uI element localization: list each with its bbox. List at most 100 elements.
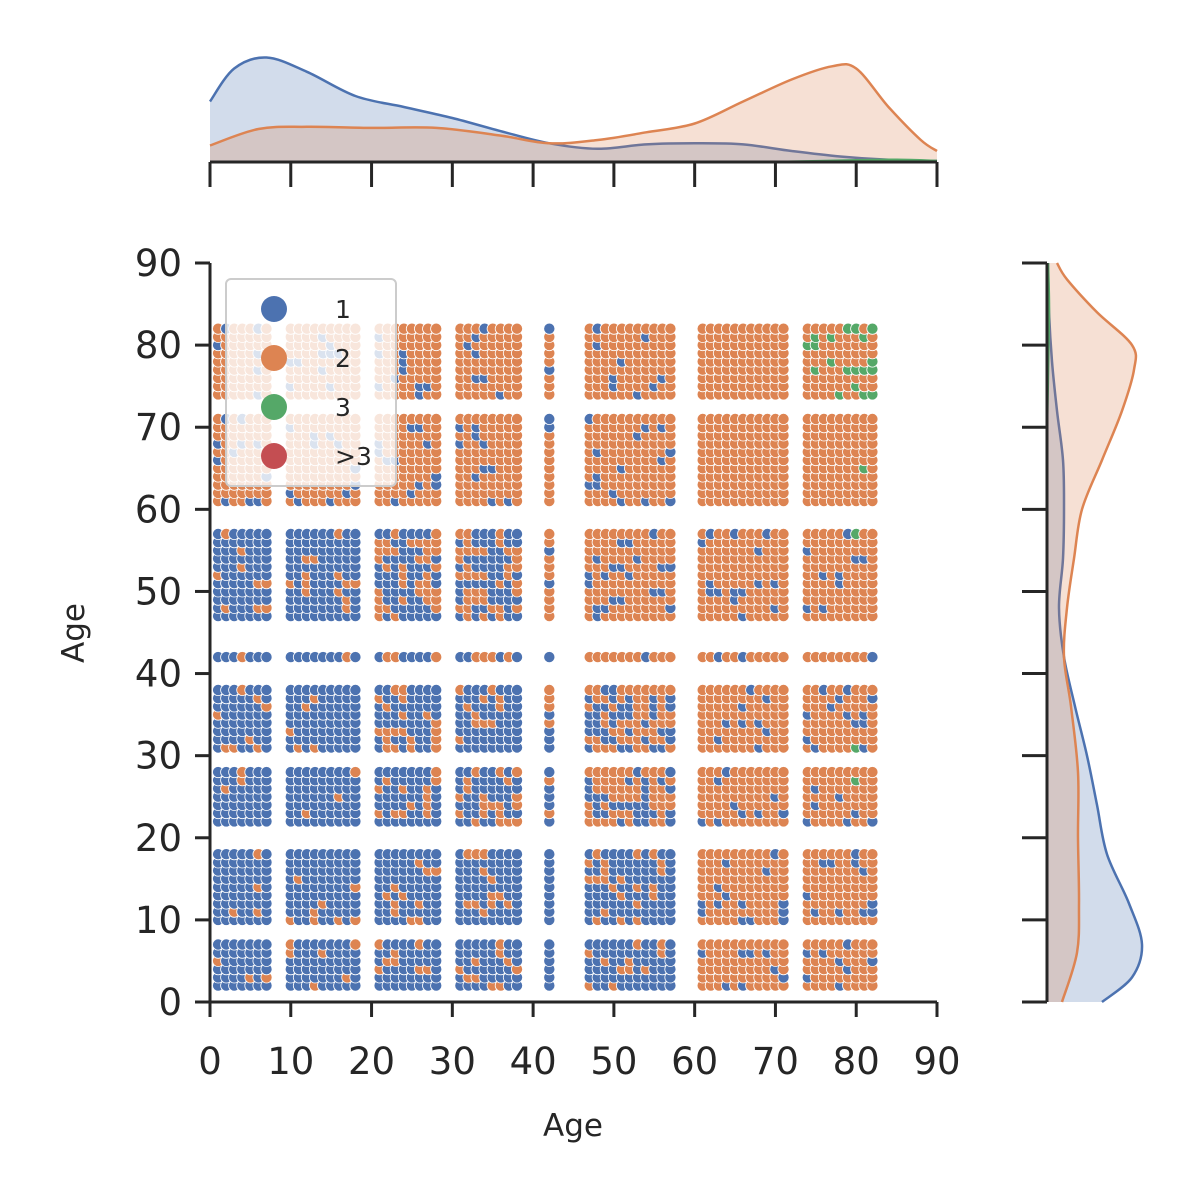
legend-label-4: >3 xyxy=(335,442,372,471)
y-tick-label: 50 xyxy=(135,570,182,613)
data-point xyxy=(664,322,677,335)
data-point xyxy=(430,938,443,951)
data-point xyxy=(260,651,273,664)
y-tick-label: 60 xyxy=(135,488,182,531)
data-point xyxy=(543,528,556,541)
scatter-points xyxy=(212,322,879,992)
data-point xyxy=(260,848,273,861)
data-point xyxy=(510,322,523,335)
y-tick-label: 30 xyxy=(135,735,182,778)
data-point xyxy=(866,528,879,541)
data-point xyxy=(349,651,362,664)
data-point xyxy=(430,412,443,425)
x-axis-label: Age xyxy=(543,1108,603,1144)
kde-x-fill-1 xyxy=(210,57,937,162)
data-point xyxy=(664,528,677,541)
data-point xyxy=(260,766,273,779)
marginal-x-kde xyxy=(208,56,938,164)
legend-marker-1 xyxy=(261,296,287,322)
data-point xyxy=(777,651,790,664)
data-point xyxy=(664,848,677,861)
data-point xyxy=(260,684,273,697)
data-point xyxy=(543,938,556,951)
data-point xyxy=(543,766,556,779)
data-point xyxy=(349,848,362,861)
data-point xyxy=(866,938,879,951)
data-point xyxy=(664,412,677,425)
legend-marker-3 xyxy=(261,394,287,420)
data-point xyxy=(510,412,523,425)
data-point xyxy=(260,528,273,541)
y-tick-label: 40 xyxy=(135,653,182,696)
x-tick-label: 50 xyxy=(590,1040,637,1083)
x-tick-label: 30 xyxy=(429,1040,476,1083)
kde-x-fill-2 xyxy=(210,64,937,162)
data-point xyxy=(260,938,273,951)
data-point xyxy=(543,684,556,697)
data-point xyxy=(349,766,362,779)
kde-y-fill-2 xyxy=(1047,263,1136,1002)
data-point xyxy=(777,412,790,425)
data-point xyxy=(866,322,879,335)
x-tick-label: 20 xyxy=(348,1040,395,1083)
x-tick-label: 80 xyxy=(833,1040,880,1083)
x-tick-label: 40 xyxy=(510,1040,557,1083)
data-point xyxy=(866,848,879,861)
x-tick-label: 10 xyxy=(267,1040,314,1083)
data-point xyxy=(430,766,443,779)
legend-label-1: 1 xyxy=(335,295,351,324)
x-tick-label: 0 xyxy=(198,1040,222,1083)
data-point xyxy=(349,528,362,541)
kde-x-line-2 xyxy=(209,62,938,153)
data-point xyxy=(777,322,790,335)
data-point xyxy=(543,322,556,335)
data-point xyxy=(510,684,523,697)
data-point xyxy=(777,938,790,951)
y-tick-label: 20 xyxy=(135,817,182,860)
data-point xyxy=(430,651,443,664)
data-point xyxy=(866,684,879,697)
data-point xyxy=(430,322,443,335)
axes: 0 10 20 30 40 50 60 70 80 90 0 10 20 30 40 50 60 70 80 90 xyxy=(135,160,1049,1083)
legend-marker-4 xyxy=(261,443,287,469)
data-point xyxy=(777,528,790,541)
kde-y-fill-1 xyxy=(1047,263,1143,1002)
data-point xyxy=(866,412,879,425)
marginal-y-kde xyxy=(1045,262,1144,1003)
data-point xyxy=(777,848,790,861)
data-point xyxy=(777,766,790,779)
data-point xyxy=(664,651,677,664)
data-point xyxy=(510,766,523,779)
legend: 1 2 3 >3 xyxy=(225,278,397,487)
legend-marker-2 xyxy=(261,345,287,371)
data-point xyxy=(349,938,362,951)
y-tick-label: 90 xyxy=(135,242,182,285)
data-point xyxy=(777,684,790,697)
data-point xyxy=(349,684,362,697)
y-tick-label: 10 xyxy=(135,899,182,942)
data-point xyxy=(543,848,556,861)
data-point xyxy=(430,684,443,697)
data-point xyxy=(664,684,677,697)
data-point xyxy=(510,528,523,541)
data-point xyxy=(510,848,523,861)
y-tick-label: 0 xyxy=(158,981,182,1024)
legend-label-2: 2 xyxy=(335,344,351,373)
y-axis-label: Age xyxy=(56,603,92,663)
y-tick-label: 80 xyxy=(135,324,182,367)
legend-box xyxy=(225,278,397,487)
legend-label-3: 3 xyxy=(335,393,351,422)
x-tick-label: 90 xyxy=(913,1040,960,1083)
kde-y-line-2 xyxy=(1055,262,1138,1003)
data-point xyxy=(430,848,443,861)
data-point xyxy=(664,938,677,951)
data-point xyxy=(664,766,677,779)
x-tick-label: 60 xyxy=(671,1040,718,1083)
x-tick-label: 70 xyxy=(752,1040,799,1083)
data-point xyxy=(866,766,879,779)
data-point xyxy=(510,938,523,951)
data-point xyxy=(510,651,523,664)
data-point xyxy=(543,651,556,664)
data-point xyxy=(430,528,443,541)
